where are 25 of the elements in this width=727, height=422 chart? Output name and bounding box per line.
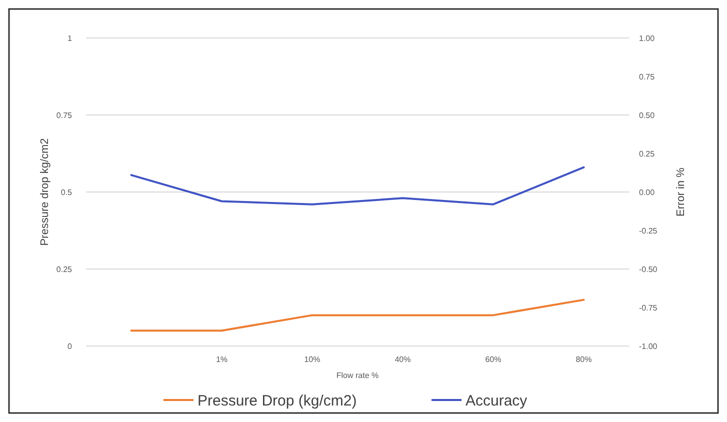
x-axis-title: Flow rate % [336,371,379,380]
y2-tick-label: -0.25 [639,226,658,236]
y2-tick-label: -0.75 [639,303,658,312]
x-tick-label: 1% [216,355,228,364]
y-tick-label: 0.75 [56,110,73,120]
y-axis-title: Pressure drop kg/cm2 [39,138,51,246]
y-tick-label: 0 [68,342,73,351]
y2-tick-label: 1.00 [639,34,656,43]
y-tick-label: 0.25 [56,264,73,274]
y2-tick-label: 0.75 [639,72,656,82]
y-tick-label: 0.5 [60,188,73,197]
legend-label: Accuracy [466,392,528,410]
x-tick-label: 80% [576,355,592,364]
y2-tick-label: -1.00 [639,342,658,351]
legend-label: Pressure Drop (kg/cm2) [198,392,357,410]
x-tick-label: 10% [304,355,320,364]
x-tick-label: 40% [394,355,411,364]
line-series [130,166,585,206]
y-tick-label: 1 [68,34,73,43]
y2-tick-label: -0.50 [639,264,658,274]
y2-tick-label: 0.25 [639,149,656,158]
y2-tick-label: 0.00 [639,188,656,197]
y2-axis-title: Error in % [675,167,687,216]
x-tick-label: 60% [485,355,502,364]
y2-tick-label: 0.50 [639,110,656,120]
